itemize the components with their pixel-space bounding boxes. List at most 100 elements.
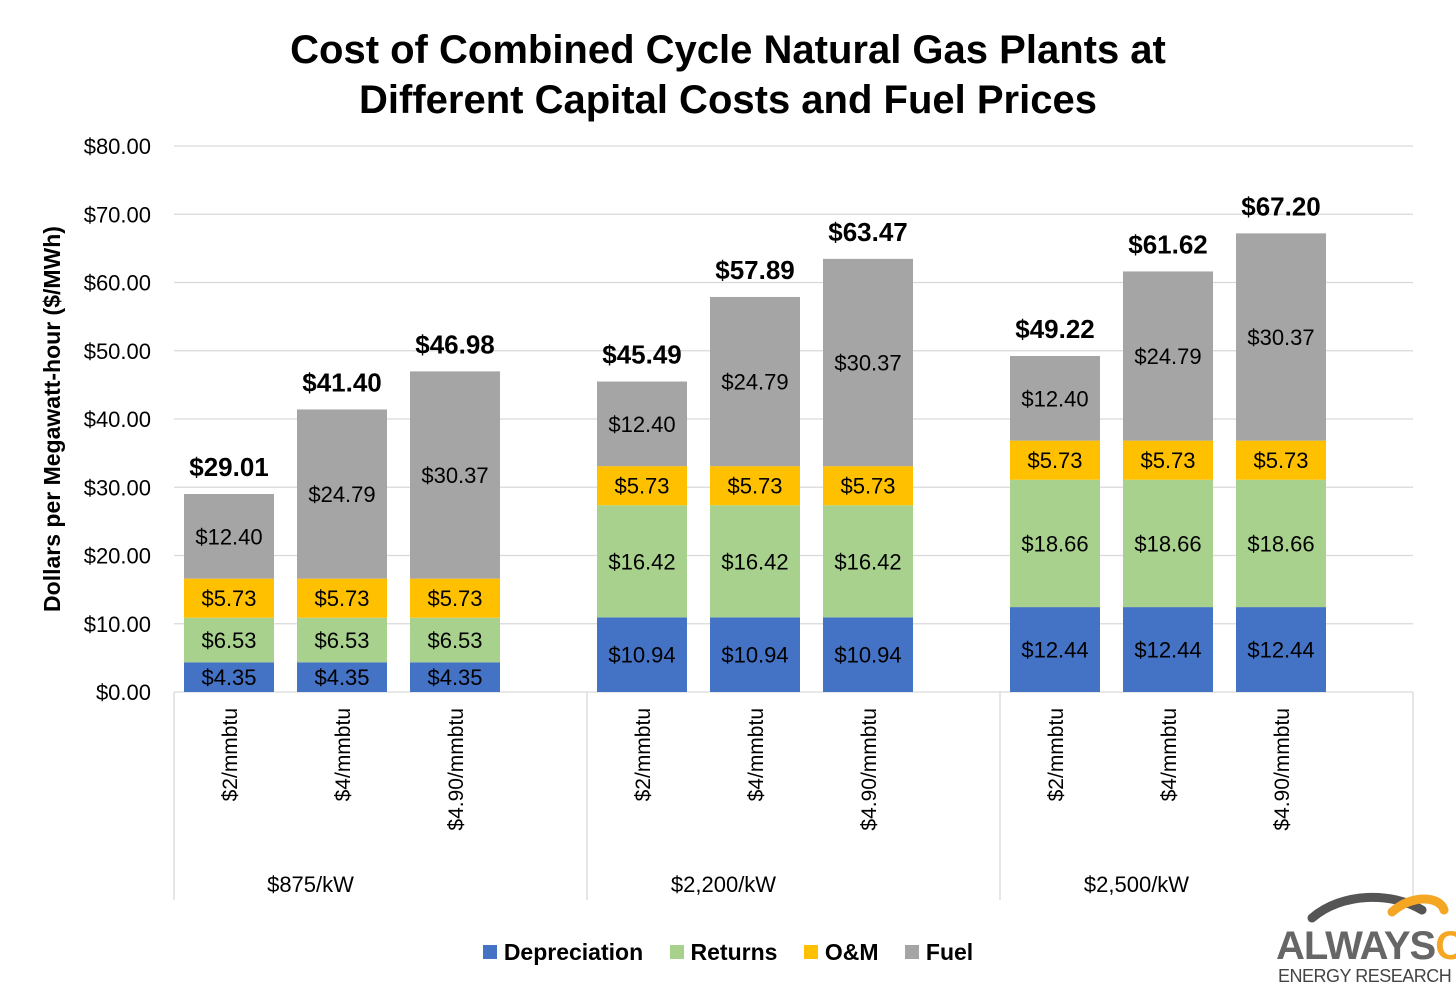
- bar-segment-fuel: [1010, 356, 1100, 441]
- data-label-om: $5.73: [614, 474, 669, 499]
- data-label-om: $5.73: [1027, 448, 1082, 473]
- bar-segment-fuel: [1123, 271, 1213, 441]
- y-tick-label: $40.00: [84, 407, 151, 432]
- legend-label-depreciation: Depreciation: [503, 938, 644, 965]
- bar-segment-returns: [1123, 479, 1213, 608]
- y-tick-label: $70.00: [84, 202, 151, 227]
- bar-segment-returns: [297, 617, 387, 663]
- y-tick-label: $20.00: [84, 544, 151, 569]
- data-label-returns: $16.42: [834, 549, 901, 574]
- data-label-om: $5.73: [201, 586, 256, 611]
- bar-segment-depreciation: [597, 617, 687, 692]
- always-on-logo: ALWAYSON ENERGY RESEARCH: [1272, 888, 1456, 992]
- data-label-depreciation: $10.94: [608, 643, 675, 668]
- bar-segment-om: [823, 466, 913, 506]
- bar-segment-depreciation: [1123, 607, 1213, 692]
- bar-segment-fuel: [597, 381, 687, 467]
- data-label-returns: $6.53: [314, 628, 369, 653]
- data-label-depreciation: $10.94: [721, 643, 788, 668]
- group-label: $875/kW: [267, 872, 354, 897]
- data-label-depreciation: $12.44: [1021, 638, 1088, 663]
- y-tick-label: $0.00: [96, 680, 151, 705]
- data-label-fuel: $30.37: [834, 351, 901, 376]
- data-label-depreciation: $4.35: [427, 665, 482, 690]
- category-label: $4/mmbtu: [745, 708, 768, 801]
- legend-item-om: O&M: [803, 938, 879, 966]
- data-label-returns: $16.42: [721, 549, 788, 574]
- category-label: $2/mmbtu: [1045, 708, 1068, 801]
- data-label-fuel: $24.79: [1134, 344, 1201, 369]
- category-label: $4.90/mmbtu: [1271, 708, 1294, 831]
- data-label-returns: $6.53: [201, 628, 256, 653]
- y-tick-label: $50.00: [84, 339, 151, 364]
- bar-segment-om: [1010, 440, 1100, 480]
- legend-item-depreciation: Depreciation: [482, 938, 644, 966]
- chart-legend: Depreciation Returns O&M Fuel: [0, 938, 1456, 966]
- y-tick-label: $60.00: [84, 271, 151, 296]
- data-label-om: $5.73: [427, 586, 482, 611]
- data-label-depreciation: $4.35: [201, 665, 256, 690]
- y-tick-label: $10.00: [84, 612, 151, 637]
- bar-segment-fuel: [823, 258, 913, 467]
- data-label-returns: $18.66: [1247, 531, 1314, 556]
- legend-swatch-fuel: [904, 945, 919, 959]
- data-label-depreciation: $12.44: [1134, 638, 1201, 663]
- total-label: $29.01: [189, 452, 269, 482]
- legend-label-returns: Returns: [690, 938, 778, 965]
- logo-subtitle: ENERGY RESEARCH: [1278, 966, 1452, 986]
- legend-label-om: O&M: [824, 938, 879, 965]
- total-label: $45.49: [602, 340, 682, 370]
- bar-segment-depreciation: [410, 662, 500, 692]
- legend-item-fuel: Fuel: [904, 938, 974, 966]
- category-label: $4.90/mmbtu: [445, 708, 468, 831]
- data-label-returns: $6.53: [427, 628, 482, 653]
- category-label: $2/mmbtu: [632, 708, 655, 801]
- y-axis-title: Dollars per Megawatt-hour ($/MWh): [39, 226, 65, 612]
- y-tick-label: $80.00: [84, 134, 151, 159]
- bar-segment-om: [297, 578, 387, 618]
- group-label: $2,200/kW: [671, 872, 776, 897]
- bar-segment-returns: [823, 505, 913, 618]
- total-label: $67.20: [1241, 191, 1321, 221]
- bar-segment-returns: [597, 505, 687, 618]
- logo-swoosh-icon: [1307, 892, 1449, 923]
- bar-segment-fuel: [297, 409, 387, 579]
- category-label: $2/mmbtu: [219, 708, 242, 801]
- total-label: $41.40: [302, 367, 382, 397]
- data-label-om: $5.73: [727, 474, 782, 499]
- bar-segment-depreciation: [710, 617, 800, 692]
- chart-title-line-1: Cost of Combined Cycle Natural Gas Plant…: [290, 28, 1166, 72]
- logo-wordmark: ALWAYSON: [1276, 926, 1456, 966]
- legend-label-fuel: Fuel: [925, 938, 974, 965]
- bar-segment-depreciation: [1236, 607, 1326, 692]
- data-label-depreciation: $10.94: [834, 643, 901, 668]
- data-label-fuel: $24.79: [721, 370, 788, 395]
- logo-wordmark-always: ALWAYS: [1276, 924, 1436, 968]
- total-label: $49.22: [1015, 314, 1095, 344]
- legend-item-returns: Returns: [669, 938, 778, 966]
- logo-wordmark-on: ON: [1435, 924, 1456, 968]
- bar-segment-om: [410, 578, 500, 618]
- bar-segment-depreciation: [823, 617, 913, 692]
- bar-segment-om: [1236, 440, 1326, 480]
- data-label-returns: $18.66: [1134, 531, 1201, 556]
- data-label-depreciation: $4.35: [314, 665, 369, 690]
- data-label-depreciation: $12.44: [1247, 638, 1314, 663]
- bar-segment-returns: [1010, 479, 1100, 608]
- bar-segment-returns: [710, 505, 800, 618]
- total-label: $61.62: [1128, 229, 1208, 259]
- chart-title-line-2: Different Capital Costs and Fuel Prices: [359, 78, 1097, 122]
- bar-segment-depreciation: [184, 662, 274, 692]
- bar-segment-om: [710, 466, 800, 506]
- bar-segment-om: [184, 578, 274, 618]
- total-label: $63.47: [828, 217, 908, 247]
- legend-swatch-om: [803, 945, 818, 959]
- bar-segment-returns: [184, 617, 274, 663]
- y-tick-label: $30.00: [84, 475, 151, 500]
- category-label: $4/mmbtu: [332, 708, 355, 801]
- group-label: $2,500/kW: [1084, 872, 1189, 897]
- category-label: $4/mmbtu: [1158, 708, 1181, 801]
- bar-segment-om: [1123, 440, 1213, 480]
- bar-segment-fuel: [410, 371, 500, 579]
